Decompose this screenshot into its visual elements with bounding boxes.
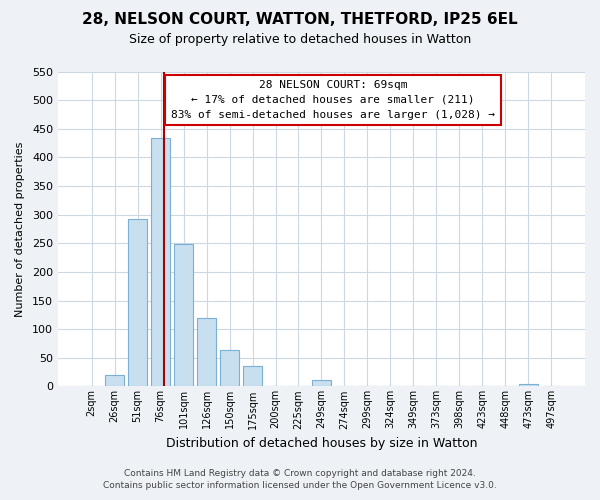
- Bar: [311, 380, 331, 386]
- Text: 28, NELSON COURT, WATTON, THETFORD, IP25 6EL: 28, NELSON COURT, WATTON, THETFORD, IP25…: [82, 12, 518, 28]
- X-axis label: Distribution of detached houses by size in Watton: Distribution of detached houses by size …: [166, 437, 477, 450]
- Text: Size of property relative to detached houses in Watton: Size of property relative to detached ho…: [129, 32, 471, 46]
- Bar: [220, 350, 239, 386]
- Y-axis label: Number of detached properties: Number of detached properties: [15, 142, 25, 316]
- Bar: [151, 138, 170, 386]
- Text: Contains HM Land Registry data © Crown copyright and database right 2024.
Contai: Contains HM Land Registry data © Crown c…: [103, 468, 497, 490]
- Bar: [518, 384, 538, 386]
- Bar: [128, 218, 148, 386]
- Text: 28 NELSON COURT: 69sqm
← 17% of detached houses are smaller (211)
83% of semi-de: 28 NELSON COURT: 69sqm ← 17% of detached…: [171, 80, 495, 120]
- Bar: [243, 366, 262, 386]
- Bar: [197, 318, 217, 386]
- Bar: [174, 244, 193, 386]
- Bar: [105, 375, 124, 386]
